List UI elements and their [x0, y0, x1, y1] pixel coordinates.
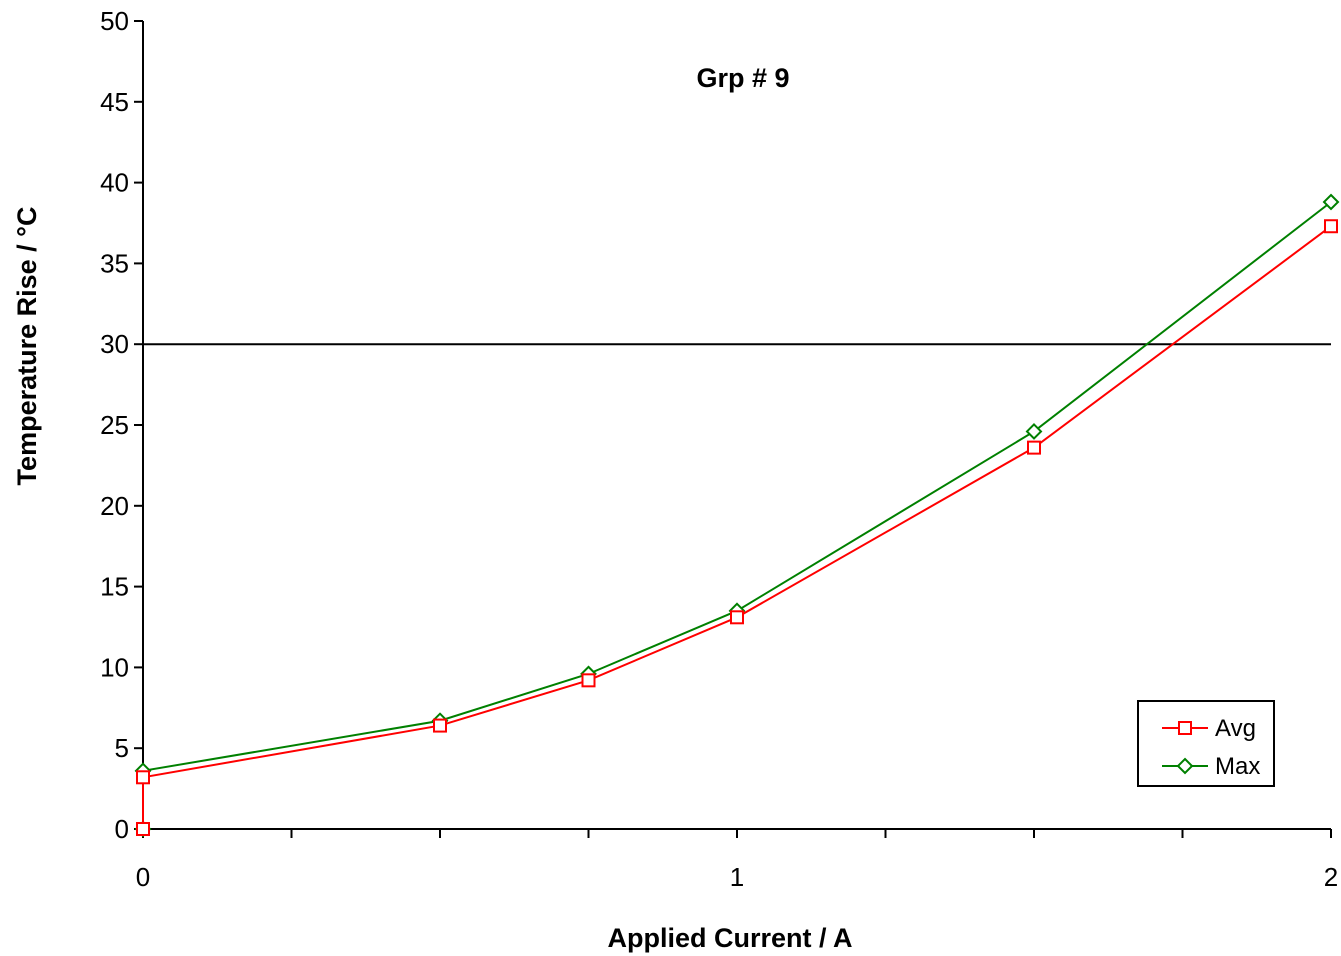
- series-avg-point: [1027, 440, 1041, 455]
- legend: Avg Max: [1137, 700, 1275, 787]
- y-tick-label: 0: [115, 814, 129, 844]
- y-tick-label: 10: [100, 652, 129, 682]
- tick-labels: 0 5 10 15 20 25 30 35 40 45 50 0 1 2: [100, 6, 1338, 892]
- series-avg-point: [136, 770, 150, 785]
- y-tick-label: 50: [100, 6, 129, 36]
- chart-title: Grp # 9: [696, 63, 789, 93]
- series-avg-point: [136, 822, 150, 836]
- series-avg-point: [581, 673, 596, 688]
- y-axis-title: Temperature Rise / °C: [12, 207, 42, 486]
- y-tick-label: 20: [100, 491, 129, 521]
- series-avg-point: [1324, 219, 1338, 234]
- legend-label-avg: Avg: [1215, 715, 1256, 742]
- series-avg: [136, 219, 1338, 836]
- y-tick-label: 25: [100, 410, 129, 440]
- series-avg-point: [730, 610, 744, 625]
- series-avg-point: [433, 718, 447, 733]
- legend-swatch-marker: [1176, 757, 1194, 775]
- y-tick-label: 5: [115, 733, 129, 763]
- series-max-point: [1322, 193, 1340, 211]
- y-tick-label: 30: [100, 329, 129, 359]
- y-tick-label: 40: [100, 168, 129, 198]
- legend-label-max: Max: [1215, 753, 1260, 780]
- legend-box: [1137, 700, 1275, 787]
- y-tick-label: 35: [100, 248, 129, 278]
- y-tick-label: 15: [100, 572, 129, 602]
- legend-item-max: Max: [1162, 753, 1260, 780]
- legend-swatch-marker: [1178, 721, 1192, 735]
- x-tick-label: 2: [1324, 862, 1338, 892]
- x-axis-title: Applied Current / A: [607, 923, 852, 953]
- legend-items: Avg Max: [1162, 715, 1260, 780]
- x-tick-label: 0: [136, 862, 150, 892]
- x-tick-label: 1: [730, 862, 744, 892]
- legend-item-avg: Avg: [1162, 715, 1256, 742]
- y-tick-label: 45: [100, 87, 129, 117]
- data-series: [134, 193, 1340, 838]
- series-max-point: [1025, 423, 1043, 440]
